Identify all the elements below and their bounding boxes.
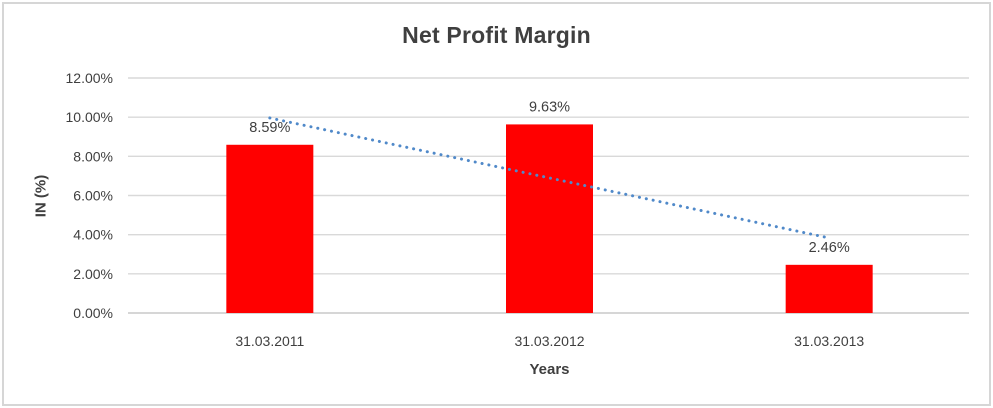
y-tick-label: 4.00%: [73, 227, 113, 243]
trendline[interactable]: [268, 116, 831, 240]
x-tick-label: 31.03.2012: [514, 333, 584, 349]
x-tick-label: 31.03.2013: [794, 333, 864, 349]
chart-title[interactable]: Net Profit Margin: [402, 22, 591, 48]
bar-data-label: 9.63%: [529, 99, 570, 115]
bar-data-label: 8.59%: [249, 120, 290, 136]
y-tick-label: 8.00%: [73, 148, 113, 164]
bar-31.03.2011[interactable]: [226, 144, 314, 313]
bar-31.03.2013[interactable]: [785, 264, 873, 313]
x-axis-title: Years: [529, 361, 570, 378]
x-tick-label: 31.03.2011: [235, 333, 304, 349]
y-tick-label: 10.00%: [66, 109, 113, 125]
y-tick-label: 0.00%: [73, 305, 113, 321]
bar-data-label: 2.46%: [809, 240, 850, 256]
y-tick-label: 6.00%: [73, 188, 113, 204]
bar-31.03.2012[interactable]: [506, 124, 593, 313]
y-tick-label: 12.00%: [66, 70, 113, 86]
y-tick-label: 2.00%: [73, 266, 113, 282]
